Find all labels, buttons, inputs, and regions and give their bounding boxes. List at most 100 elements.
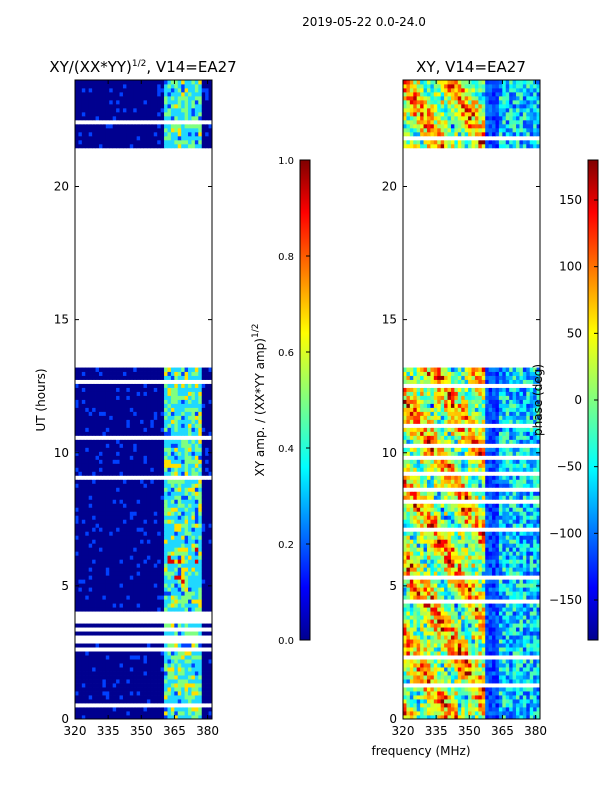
heatmap-cell	[122, 715, 127, 719]
heatmap-cell	[105, 503, 110, 508]
heatmap-cell	[208, 515, 212, 520]
heatmap-cell	[98, 571, 103, 576]
heatmap-cell	[181, 559, 186, 564]
heatmap-cell	[150, 647, 155, 652]
heatmap-cell	[522, 715, 527, 719]
heatmap-cell	[495, 695, 500, 700]
heatmap-cell	[85, 539, 90, 544]
heatmap-cell	[478, 663, 483, 668]
heatmap-cell	[188, 499, 192, 504]
heatmap-cell	[119, 571, 124, 576]
heatmap-cell	[205, 439, 209, 444]
heatmap-cell	[98, 655, 103, 660]
heatmap-cell	[112, 695, 117, 700]
heatmap-cell	[198, 459, 203, 464]
heatmap-cell	[416, 651, 421, 656]
heatmap-cell	[119, 643, 124, 648]
heatmap-cell	[129, 403, 134, 408]
heatmap-cell	[170, 87, 175, 93]
heatmap-cell	[85, 403, 90, 408]
heatmap-cell	[512, 671, 517, 676]
heatmap-cell	[160, 515, 165, 520]
heatmap-cell	[109, 671, 114, 676]
heatmap-cell	[188, 119, 192, 125]
heatmap-cell	[201, 367, 206, 372]
heatmap-cell	[201, 675, 206, 680]
heatmap-cell	[98, 555, 103, 560]
heatmap-cell	[81, 691, 86, 696]
heatmap-cell	[529, 655, 534, 660]
heatmap-cell	[98, 671, 103, 676]
heatmap-cell	[146, 511, 151, 516]
heatmap-cell	[143, 615, 148, 620]
heatmap-cell	[184, 667, 189, 672]
heatmap-cell	[174, 655, 179, 660]
heatmap-cell	[98, 407, 103, 412]
heatmap-cell	[167, 595, 172, 600]
figure-suptitle: 2019-05-22 0.0-24.0	[302, 15, 426, 29]
heatmap-cell	[126, 115, 131, 121]
heatmap-cell	[201, 467, 206, 472]
heatmap-cell	[75, 95, 79, 101]
heatmap-cell	[153, 423, 158, 428]
heatmap-cell	[119, 579, 124, 584]
heatmap-cell	[78, 139, 83, 145]
heatmap-cell	[177, 635, 182, 640]
heatmap-cell	[191, 431, 196, 436]
heatmap-cell	[184, 579, 189, 584]
heatmap-cell	[88, 559, 93, 564]
heatmap-cell	[485, 707, 490, 712]
heatmap-cell	[129, 639, 134, 644]
heatmap-cell	[164, 523, 168, 528]
heatmap-cell	[198, 447, 203, 452]
heatmap-cell	[167, 387, 172, 392]
heatmap-cell	[160, 387, 165, 392]
heatmap-cell	[146, 647, 151, 652]
heatmap-cell	[170, 551, 175, 556]
heatmap-cell	[98, 527, 103, 532]
heatmap-cell	[433, 663, 438, 668]
heatmap-cell	[177, 611, 182, 616]
heatmap-cell	[157, 483, 162, 488]
heatmap-cell	[92, 99, 96, 105]
heatmap-cell	[201, 627, 206, 632]
heatmap-cell	[153, 375, 158, 380]
heatmap-cell	[184, 471, 189, 476]
heatmap-cell	[88, 611, 93, 616]
heatmap-cell	[150, 495, 155, 500]
heatmap-cell	[167, 451, 172, 456]
heatmap-cell	[95, 127, 100, 133]
heatmap-cell	[201, 455, 206, 460]
heatmap-cell	[502, 711, 507, 716]
heatmap-cell	[198, 579, 203, 584]
heatmap-cell	[471, 663, 476, 668]
heatmap-cell	[78, 411, 83, 416]
heatmap-cell	[164, 707, 168, 712]
heatmap-cell	[129, 107, 134, 113]
heatmap-cell	[116, 415, 120, 420]
heatmap-cell	[208, 415, 212, 420]
heatmap-cell	[105, 571, 110, 576]
heatmap-cell	[133, 563, 138, 568]
heatmap-cell	[184, 659, 189, 664]
heatmap-cell	[495, 655, 500, 660]
heatmap-cell	[440, 659, 445, 664]
heatmap-cell	[164, 675, 168, 680]
heatmap-cell	[109, 611, 114, 616]
heatmap-cell	[198, 443, 203, 448]
heatmap-cell	[403, 679, 407, 684]
heatmap-cell	[481, 659, 486, 664]
heatmap-cell	[191, 599, 196, 604]
heatmap-cell	[146, 683, 151, 688]
heatmap-cell	[136, 399, 141, 404]
colorbar-tick-label: 0.8	[278, 252, 294, 263]
heatmap-cell	[150, 391, 155, 396]
heatmap-cell	[198, 711, 203, 716]
heatmap-cell	[170, 475, 175, 480]
heatmap-cell	[143, 483, 148, 488]
heatmap-cell	[92, 471, 96, 476]
heatmap-cell	[153, 663, 158, 668]
heatmap-cell	[191, 479, 196, 484]
heatmap-cell	[437, 671, 442, 676]
heatmap-cell	[75, 91, 79, 97]
